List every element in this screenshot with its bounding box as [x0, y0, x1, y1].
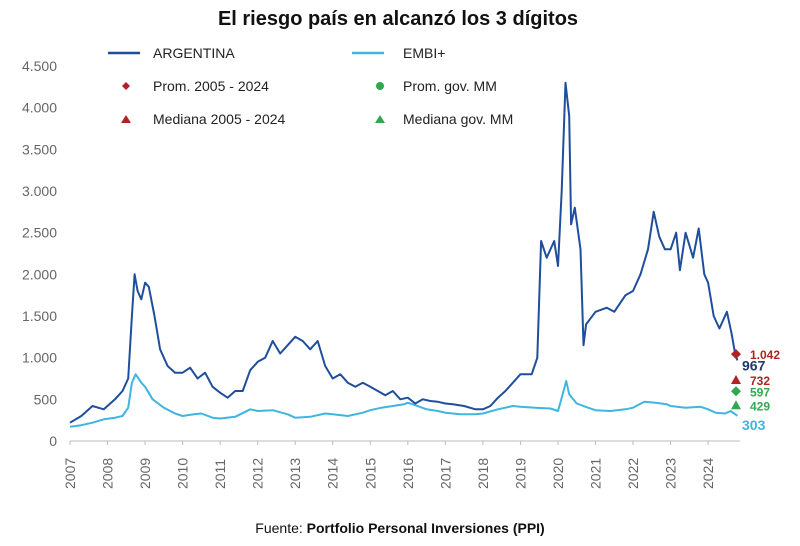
y-tick-label: 1.000 — [22, 350, 57, 366]
x-tick-label: 2017 — [437, 458, 453, 489]
source-note: Fuente: Portfolio Personal Inversiones (… — [255, 520, 544, 536]
x-tick-label: 2008 — [100, 458, 116, 489]
y-tick-label: 4.500 — [22, 58, 57, 74]
legend-prom-mm-marker — [376, 82, 384, 90]
end-value-prom_mm: 597 — [750, 385, 770, 399]
end-value-prom_arg: 1.042 — [750, 348, 780, 362]
legend-prom-arg-label: Prom. 2005 - 2024 — [153, 78, 269, 94]
source-prefix: Fuente: — [255, 520, 306, 536]
series-layer — [69, 81, 739, 428]
y-tick-label: 1.500 — [22, 308, 57, 324]
legend-prom-arg-marker — [122, 82, 130, 90]
y-axis: 0 500 1.000 1.500 2.000 2.500 3.000 3.500 4.000 4… — [22, 58, 57, 449]
x-axis: 2007 2008 2009 2010 2011 2012 2013 2014 2015 2016… — [62, 441, 716, 489]
x-tick-label: 2024 — [700, 458, 716, 489]
legend: ARGENTINA EMBI+ Prom. 2005 - 2024 Prom. … — [108, 45, 513, 127]
end-value-med_mm: 429 — [750, 399, 770, 413]
x-tick-label: 2015 — [362, 458, 378, 489]
legend-embi-label: EMBI+ — [403, 45, 445, 61]
end-value-arg_last: 967 — [742, 357, 766, 373]
y-tick-label: 2.000 — [22, 266, 57, 282]
x-tick-label: 2018 — [475, 458, 491, 489]
source-name: Portfolio Personal Inversiones (PPI) — [307, 520, 545, 536]
legend-med-mm-marker — [375, 115, 385, 123]
series-line-argentina — [69, 81, 739, 424]
chart-title: El riesgo país en alcanzó los 3 dígitos — [218, 8, 578, 30]
x-tick-label: 2010 — [175, 458, 191, 489]
legend-med-arg-label: Mediana 2005 - 2024 — [153, 111, 286, 127]
end-value-med_arg: 732 — [750, 374, 770, 388]
x-tick-label: 2020 — [550, 458, 566, 489]
end-marker-med_arg — [731, 375, 741, 384]
x-tick-label: 2014 — [325, 458, 341, 489]
y-tick-label: 500 — [34, 391, 58, 407]
y-tick-label: 3.500 — [22, 141, 57, 157]
x-tick-label: 2021 — [587, 458, 603, 489]
x-tick-label: 2022 — [625, 458, 641, 489]
legend-med-arg-marker — [121, 115, 131, 123]
end-marker-med_mm — [731, 400, 741, 410]
y-tick-label: 2.500 — [22, 225, 57, 241]
x-tick-label: 2019 — [512, 458, 528, 489]
x-tick-label: 2007 — [62, 458, 78, 489]
x-tick-label: 2012 — [250, 458, 266, 489]
x-tick-label: 2009 — [137, 458, 153, 489]
end-marker-prom_mm — [731, 386, 741, 397]
x-tick-label: 2011 — [212, 459, 228, 489]
end-value-embi_last: 303 — [742, 417, 766, 433]
y-tick-label: 0 — [49, 433, 57, 449]
end-marker-prom_arg — [731, 349, 741, 360]
y-tick-label: 3.000 — [22, 183, 57, 199]
legend-med-mm-label: Mediana gov. MM — [403, 111, 513, 127]
x-tick-label: 2013 — [287, 458, 303, 489]
x-tick-label: 2023 — [663, 458, 679, 489]
legend-argentina-label: ARGENTINA — [153, 45, 235, 61]
y-tick-label: 4.000 — [22, 100, 57, 116]
x-tick-label: 2016 — [400, 458, 416, 489]
series-line-embi- — [69, 373, 738, 428]
legend-prom-mm-label: Prom. gov. MM — [403, 78, 497, 94]
